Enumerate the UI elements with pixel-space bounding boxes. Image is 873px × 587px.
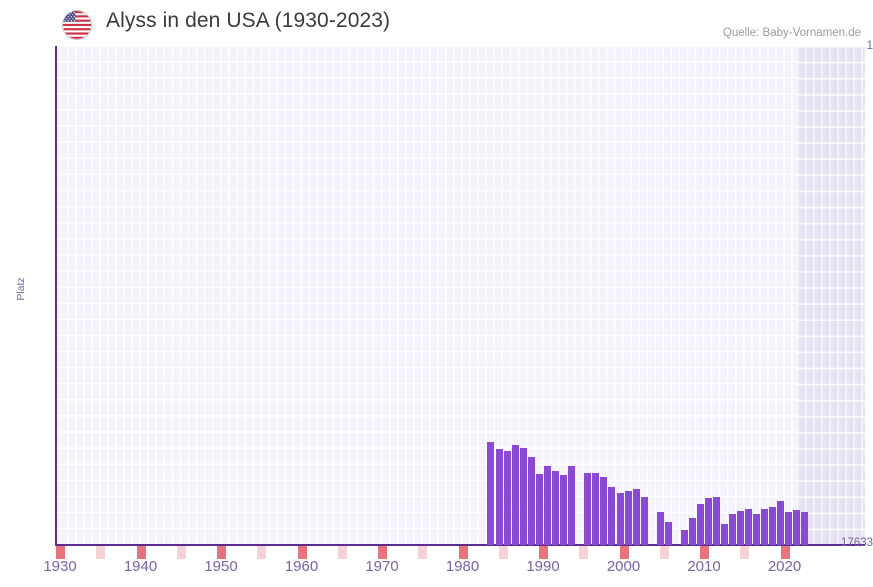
x-tick-1960 <box>297 546 307 559</box>
bar-2020[interactable] <box>785 512 792 545</box>
bar-1985[interactable] <box>504 451 511 545</box>
bar-1993[interactable] <box>568 466 575 545</box>
x-axis-ticks <box>55 546 865 560</box>
x-tick-2000 <box>619 546 629 559</box>
y-axis-tick-bottom: 17633 <box>841 537 873 549</box>
x-axis-label-1970: 1970 <box>365 558 399 575</box>
bar-2013[interactable] <box>729 514 736 545</box>
x-axis-label-1940: 1940 <box>123 558 158 575</box>
bar-1999[interactable] <box>617 493 624 545</box>
x-axis-label-1980: 1980 <box>445 558 480 575</box>
x-tick-1935 <box>96 546 106 559</box>
x-tick-1965 <box>337 546 347 559</box>
bar-2010[interactable] <box>705 498 712 545</box>
bar-1983[interactable] <box>487 442 494 545</box>
x-tick-1985 <box>498 546 508 559</box>
bar-2002[interactable] <box>641 497 648 545</box>
source-attribution: Quelle: Baby-Vornamen.de <box>722 27 861 39</box>
x-axis-label-2020: 2020 <box>767 558 802 575</box>
page-title: Alyss in den USA (1930-2023) <box>106 9 391 32</box>
x-axis-labels: 1930 1940 1950 1960 1970 1980 1990 2000 2010 2020 <box>0 558 873 583</box>
x-tick-2005 <box>659 546 669 559</box>
x-tick-1980 <box>458 546 468 559</box>
bar-2012[interactable] <box>721 524 728 545</box>
bar-2014[interactable] <box>737 511 744 545</box>
bar-1992[interactable] <box>560 475 567 545</box>
x-tick-1990 <box>539 546 548 559</box>
bar-2018[interactable] <box>769 507 776 545</box>
bar-1991[interactable] <box>552 471 559 545</box>
y-axis-line <box>55 46 57 546</box>
x-tick-1945 <box>176 546 186 559</box>
us-flag-icon <box>62 10 92 40</box>
bar-1998[interactable] <box>608 487 615 545</box>
bar-1988[interactable] <box>528 457 535 545</box>
shaded-incomplete-region <box>796 46 865 545</box>
bar-2001[interactable] <box>633 489 640 545</box>
bar-2016[interactable] <box>753 514 760 545</box>
x-axis-label-2010: 2010 <box>687 558 721 575</box>
x-axis-label-1950: 1950 <box>204 558 238 575</box>
x-tick-1940 <box>136 546 146 559</box>
bar-1990[interactable] <box>544 466 551 545</box>
x-tick-2015 <box>740 546 750 559</box>
bar-1997[interactable] <box>600 477 607 545</box>
bar-2022[interactable] <box>801 512 808 545</box>
bar-2007[interactable] <box>681 530 688 545</box>
chart-header: Alyss in den USA (1930-2023) Quelle: Bab… <box>0 0 873 44</box>
bar-1995[interactable] <box>584 473 591 545</box>
bar-2019[interactable] <box>777 501 784 545</box>
bar-2009[interactable] <box>697 504 704 545</box>
x-tick-1950 <box>217 546 226 559</box>
bar-2008[interactable] <box>689 518 696 545</box>
bar-2005[interactable] <box>665 522 672 545</box>
x-axis-label-1960: 1960 <box>284 558 319 575</box>
bar-1987[interactable] <box>520 448 527 545</box>
grid-lines <box>55 46 865 545</box>
y-axis-tick-top: 1 <box>866 40 873 52</box>
x-axis-line <box>55 544 865 546</box>
bar-2004[interactable] <box>657 512 664 545</box>
bar-1989[interactable] <box>536 474 543 545</box>
x-tick-2020 <box>780 546 790 559</box>
x-tick-1975 <box>418 546 428 559</box>
plot-area <box>55 46 865 545</box>
bar-2011[interactable] <box>713 497 720 545</box>
bar-1986[interactable] <box>512 445 519 545</box>
bar-1984[interactable] <box>496 449 503 545</box>
x-axis-label-1990: 1990 <box>526 558 560 575</box>
bar-2015[interactable] <box>745 509 752 545</box>
y-axis-title: Platz <box>15 277 27 301</box>
x-axis-label-1930: 1930 <box>43 558 77 575</box>
bar-1996[interactable] <box>592 473 599 545</box>
x-tick-1955 <box>257 546 267 559</box>
x-tick-1995 <box>579 546 589 559</box>
x-tick-1970 <box>378 546 387 559</box>
bar-2021[interactable] <box>793 510 800 545</box>
bar-series <box>55 46 865 545</box>
x-axis-label-2000: 2000 <box>606 558 641 575</box>
x-tick-2010 <box>700 546 709 559</box>
bar-2017[interactable] <box>761 509 768 545</box>
bar-2000[interactable] <box>625 491 632 545</box>
x-tick-1930 <box>56 546 65 559</box>
